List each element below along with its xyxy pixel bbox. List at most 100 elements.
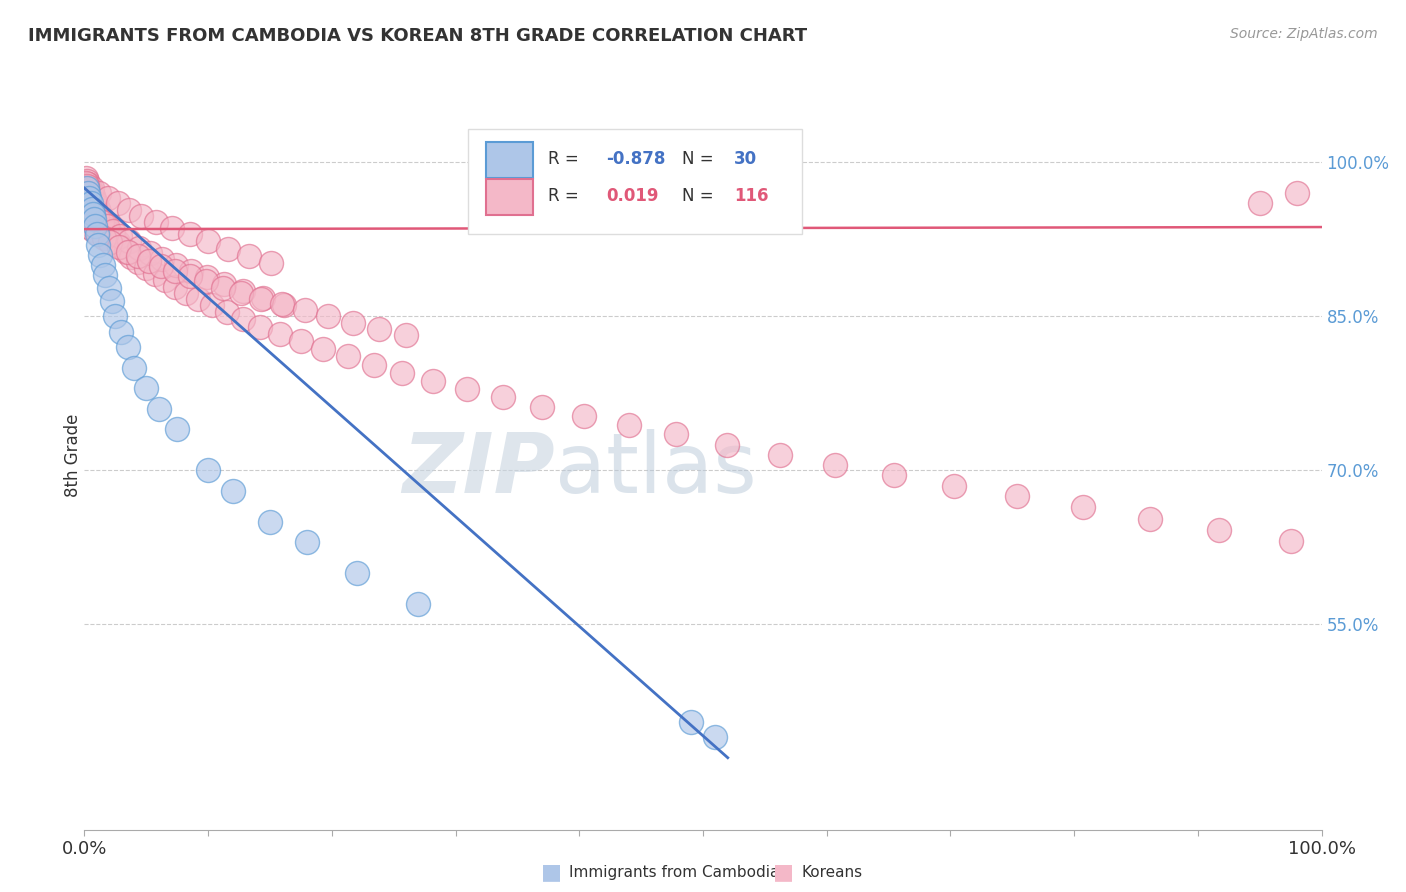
Point <box>110 229 132 244</box>
Point <box>238 249 260 263</box>
Point <box>139 245 162 260</box>
Point <box>80 181 103 195</box>
Point <box>79 220 101 235</box>
Point <box>127 249 149 263</box>
Point <box>87 227 110 242</box>
Point <box>316 310 339 324</box>
Point <box>574 409 596 423</box>
Point <box>77 186 100 201</box>
Y-axis label: 8th Grade: 8th Grade <box>65 413 82 497</box>
Text: R =: R = <box>548 150 585 168</box>
Point <box>87 237 110 252</box>
Point <box>1208 523 1230 537</box>
Point <box>80 202 103 216</box>
Point <box>96 219 118 233</box>
Point <box>153 273 176 287</box>
Point <box>79 196 101 211</box>
Point <box>1139 511 1161 525</box>
Point <box>75 196 97 211</box>
Point <box>148 401 170 416</box>
Point <box>336 350 359 364</box>
Text: -0.878: -0.878 <box>606 150 666 168</box>
Point <box>76 217 98 231</box>
Point <box>145 215 167 229</box>
Point <box>163 264 186 278</box>
Text: 116: 116 <box>734 187 769 205</box>
Point <box>129 209 152 223</box>
Text: N =: N = <box>682 187 718 205</box>
Point <box>115 244 138 259</box>
Point <box>215 305 238 319</box>
Point <box>395 327 418 342</box>
Point <box>943 479 966 493</box>
Point <box>90 215 112 229</box>
Point <box>271 297 294 311</box>
Point <box>82 223 104 237</box>
Text: N =: N = <box>682 150 718 168</box>
Point <box>80 186 103 201</box>
Point <box>212 277 235 291</box>
Point <box>98 235 121 250</box>
Point <box>86 227 108 242</box>
Point <box>83 211 105 226</box>
Point <box>82 205 104 219</box>
Point <box>187 292 209 306</box>
Point <box>128 241 150 255</box>
Point <box>86 210 108 224</box>
Point <box>94 268 117 283</box>
Point <box>122 360 145 375</box>
Point <box>77 177 100 191</box>
Point <box>94 218 117 232</box>
Point <box>201 298 224 312</box>
Point <box>312 342 335 356</box>
Point <box>165 258 187 272</box>
Point <box>704 730 727 744</box>
Point <box>679 714 702 729</box>
Point <box>107 196 129 211</box>
Point <box>259 515 281 529</box>
Point <box>367 321 389 335</box>
Point <box>89 204 111 219</box>
Point <box>83 192 105 206</box>
Point <box>212 280 235 294</box>
Point <box>93 231 115 245</box>
Point <box>91 212 114 227</box>
Point <box>491 391 513 405</box>
Point <box>260 256 283 270</box>
Point <box>91 258 114 272</box>
Text: 30: 30 <box>734 150 756 168</box>
Point <box>174 285 197 300</box>
Point <box>75 170 97 185</box>
Point <box>1249 196 1271 211</box>
Point <box>84 219 107 233</box>
Point <box>391 366 413 380</box>
Point <box>250 292 273 306</box>
Point <box>824 458 846 473</box>
Text: IMMIGRANTS FROM CAMBODIA VS KOREAN 8TH GRADE CORRELATION CHART: IMMIGRANTS FROM CAMBODIA VS KOREAN 8TH G… <box>28 27 807 45</box>
Point <box>79 191 101 205</box>
Text: 0.019: 0.019 <box>606 187 659 205</box>
Point <box>408 597 430 611</box>
Point <box>269 326 291 341</box>
Point <box>89 248 111 262</box>
Point <box>1285 186 1308 201</box>
Point <box>100 293 122 308</box>
Point <box>89 186 111 201</box>
Point <box>138 254 160 268</box>
Point <box>79 183 101 197</box>
Text: Koreans: Koreans <box>801 865 862 880</box>
Text: ZIP: ZIP <box>402 429 554 510</box>
Point <box>179 269 201 284</box>
FancyBboxPatch shape <box>486 179 533 215</box>
Point <box>118 202 141 217</box>
Point <box>89 208 111 222</box>
Point <box>97 222 120 236</box>
Point <box>294 303 316 318</box>
Point <box>118 235 141 249</box>
Point <box>160 221 183 235</box>
Point <box>232 284 254 298</box>
Point <box>84 195 107 210</box>
Point <box>135 381 157 395</box>
Text: Source: ZipAtlas.com: Source: ZipAtlas.com <box>1230 27 1378 41</box>
Point <box>179 227 201 242</box>
